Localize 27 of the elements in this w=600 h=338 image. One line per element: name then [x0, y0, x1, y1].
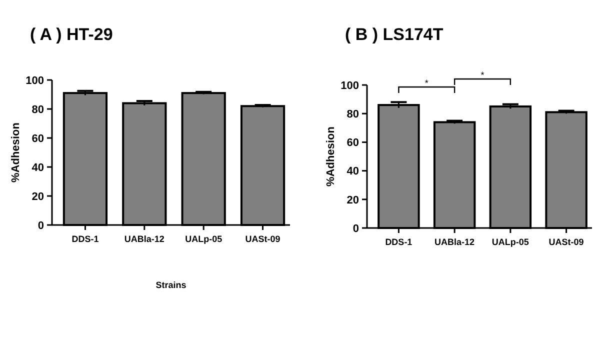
- y-tick-label: 80: [346, 108, 359, 120]
- y-axis-title: %Adhesion: [10, 122, 22, 182]
- y-tick-label: 100: [26, 74, 44, 87]
- y-tick-label: 20: [32, 190, 44, 203]
- y-axis-title: %Adhesion: [325, 126, 337, 186]
- x-tick-label: UALp-05: [185, 234, 222, 244]
- x-axis-title: Strains: [156, 280, 186, 290]
- y-tick-label: 100: [340, 80, 359, 92]
- x-tick-label: UALp-05: [492, 237, 529, 247]
- x-tick-label: UASt-09: [245, 234, 280, 244]
- y-tick-label: 40: [32, 162, 44, 174]
- y-tick-label: 0: [352, 222, 359, 235]
- y-tick-label: 0: [38, 220, 44, 232]
- x-tick-label: UABla-12: [434, 237, 475, 247]
- annotation: *: [424, 78, 429, 88]
- text: *: [480, 70, 485, 80]
- chart-title: ( A ) HT-29: [30, 25, 113, 44]
- x-tick-label: DDS-1: [72, 234, 99, 244]
- chart-title: ( B ) LS174T: [345, 25, 444, 44]
- y-tick-label: 60: [346, 137, 359, 150]
- x-tick-label: UABla-12: [124, 234, 164, 244]
- y-tick-label: 60: [32, 132, 44, 145]
- y-tick-label: 80: [32, 104, 44, 116]
- x-tick-label: UASt-09: [548, 237, 584, 247]
- y-tick-label: 20: [346, 194, 359, 206]
- x-tick-label: DDS-1: [385, 237, 412, 247]
- y-tick-label: 40: [346, 166, 359, 178]
